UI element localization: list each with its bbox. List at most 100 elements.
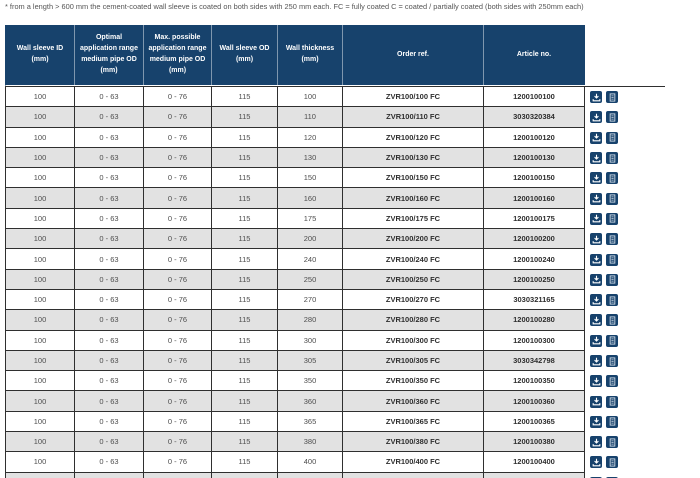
cell-optimal-range: 0 - 63	[75, 87, 144, 107]
download-icon	[592, 377, 601, 386]
download-button[interactable]	[590, 395, 602, 408]
document-icon	[608, 356, 617, 366]
download-icon	[592, 275, 601, 284]
download-button[interactable]	[590, 192, 602, 205]
download-button[interactable]	[590, 415, 602, 428]
download-button[interactable]	[590, 334, 602, 347]
cell-max-range: 0 - 76	[144, 127, 212, 147]
document-button[interactable]	[606, 192, 618, 205]
document-button[interactable]	[606, 131, 618, 144]
cell-wall-sleeve-id: 100	[6, 350, 75, 371]
document-button[interactable]	[606, 233, 618, 246]
download-button[interactable]	[590, 172, 602, 185]
cell-article-no: 1200100360	[484, 391, 585, 411]
download-button[interactable]	[590, 436, 602, 449]
download-button[interactable]	[590, 253, 602, 266]
cell-wall-sleeve-id: 100	[6, 127, 75, 147]
cell-max-range: 0 - 76	[144, 168, 212, 188]
document-button[interactable]	[606, 395, 618, 408]
document-icon	[608, 133, 617, 142]
table-row: 100 0 - 63 0 - 76 115 420 ZVR100/420 FC …	[5, 472, 665, 478]
download-button[interactable]	[590, 355, 602, 367]
document-button[interactable]	[606, 294, 618, 307]
download-button[interactable]	[590, 212, 602, 225]
cell-wall-thickness: 240	[278, 249, 343, 269]
document-icon	[608, 235, 617, 244]
download-button[interactable]	[590, 456, 602, 469]
document-button[interactable]	[606, 91, 618, 104]
cell-max-range: 0 - 76	[144, 452, 212, 472]
document-icon	[608, 93, 617, 102]
row-actions	[590, 314, 618, 327]
cell-order-ref: ZVR100/270 FC	[343, 289, 484, 310]
product-table: Wall sleeve ID (mm) Optimal application …	[5, 25, 665, 478]
download-button[interactable]	[590, 131, 602, 144]
cell-wall-thickness: 365	[278, 411, 343, 432]
document-button[interactable]	[606, 355, 618, 367]
document-button[interactable]	[606, 314, 618, 327]
document-button[interactable]	[606, 415, 618, 428]
download-button[interactable]	[590, 111, 602, 124]
row-actions	[590, 253, 618, 266]
document-icon	[608, 113, 617, 122]
document-button[interactable]	[606, 212, 618, 225]
row-actions	[590, 152, 618, 165]
cell-max-range: 0 - 76	[144, 411, 212, 432]
row-actions	[590, 476, 618, 478]
cell-wall-thickness: 110	[278, 107, 343, 127]
document-button[interactable]	[606, 436, 618, 449]
download-button[interactable]	[590, 314, 602, 327]
cell-optimal-range: 0 - 63	[75, 229, 144, 249]
download-button[interactable]	[590, 273, 602, 286]
row-actions	[590, 233, 618, 246]
cell-max-range: 0 - 76	[144, 249, 212, 269]
row-actions	[590, 415, 618, 428]
cell-wall-sleeve-od: 115	[212, 188, 278, 208]
table-row: 100 0 - 63 0 - 76 115 305 ZVR100/305 FC …	[5, 350, 665, 372]
document-icon	[608, 174, 617, 183]
download-button[interactable]	[590, 294, 602, 307]
header-order-ref: Order ref.	[343, 25, 484, 85]
cell-order-ref: ZVR100/240 FC	[343, 249, 484, 269]
cell-optimal-range: 0 - 63	[75, 249, 144, 269]
document-button[interactable]	[606, 273, 618, 286]
download-button[interactable]	[590, 476, 602, 478]
document-button[interactable]	[606, 334, 618, 347]
download-button[interactable]	[590, 91, 602, 104]
download-button[interactable]	[590, 375, 602, 388]
cell-article-no: 1200100175	[484, 208, 585, 229]
download-button[interactable]	[590, 152, 602, 165]
row-actions	[590, 192, 618, 205]
cell-wall-sleeve-od: 115	[212, 107, 278, 127]
cell-max-range: 0 - 76	[144, 208, 212, 229]
cell-wall-thickness: 280	[278, 310, 343, 330]
cell-article-no: 3030320384	[484, 107, 585, 127]
cell-optimal-range: 0 - 63	[75, 411, 144, 432]
document-button[interactable]	[606, 476, 618, 478]
cell-wall-sleeve-od: 115	[212, 330, 278, 350]
cell-wall-sleeve-od: 115	[212, 87, 278, 107]
document-button[interactable]	[606, 253, 618, 266]
row-actions	[590, 91, 618, 104]
table-row: 100 0 - 63 0 - 76 115 270 ZVR100/270 FC …	[5, 289, 665, 311]
cell-max-range: 0 - 76	[144, 330, 212, 350]
document-button[interactable]	[606, 172, 618, 185]
document-icon	[608, 417, 617, 426]
cell-article-no: 1200100400	[484, 452, 585, 472]
cell-optimal-range: 0 - 63	[75, 391, 144, 411]
document-button[interactable]	[606, 375, 618, 388]
cell-max-range: 0 - 76	[144, 269, 212, 289]
document-button[interactable]	[606, 152, 618, 165]
cell-wall-sleeve-id: 100	[6, 229, 75, 249]
table-body: 100 0 - 63 0 - 76 115 100 ZVR100/100 FC …	[5, 86, 665, 478]
cell-wall-sleeve-od: 115	[212, 452, 278, 472]
document-button[interactable]	[606, 456, 618, 469]
cell-wall-thickness: 305	[278, 350, 343, 371]
cell-optimal-range: 0 - 63	[75, 432, 144, 452]
document-button[interactable]	[606, 111, 618, 124]
document-icon	[608, 336, 617, 345]
cell-wall-sleeve-id: 100	[6, 310, 75, 330]
download-button[interactable]	[590, 233, 602, 246]
cell-order-ref: ZVR100/160 FC	[343, 188, 484, 208]
footnote-text: * from a length > 600 mm the cement-coat…	[5, 2, 584, 11]
